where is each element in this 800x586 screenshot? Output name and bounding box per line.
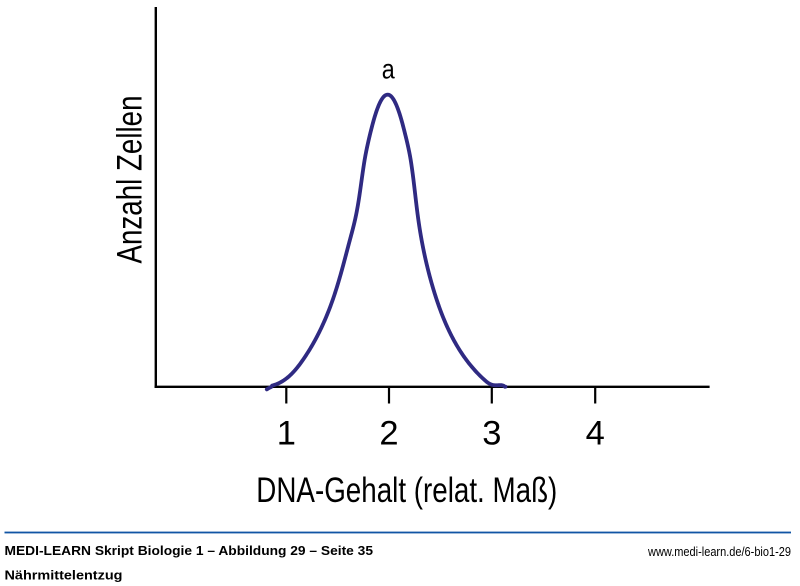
- svg-text:2: 2: [379, 415, 398, 453]
- svg-text:a: a: [382, 54, 396, 85]
- svg-text:Nährmittelentzug: Nährmittelentzug: [5, 568, 123, 583]
- svg-text:3: 3: [482, 415, 501, 453]
- svg-text:www.medi-learn.de/6-bio1-29: www.medi-learn.de/6-bio1-29: [647, 544, 791, 559]
- svg-text:Anzahl Zellen: Anzahl Zellen: [110, 96, 150, 264]
- svg-text:MEDI-LEARN Skript Biologie 1 –: MEDI-LEARN Skript Biologie 1 – Abbildung…: [5, 543, 374, 558]
- svg-text:1: 1: [277, 415, 296, 453]
- svg-text:DNA-Gehalt (relat. Maß): DNA-Gehalt (relat. Maß): [256, 470, 557, 510]
- svg-text:4: 4: [586, 415, 605, 453]
